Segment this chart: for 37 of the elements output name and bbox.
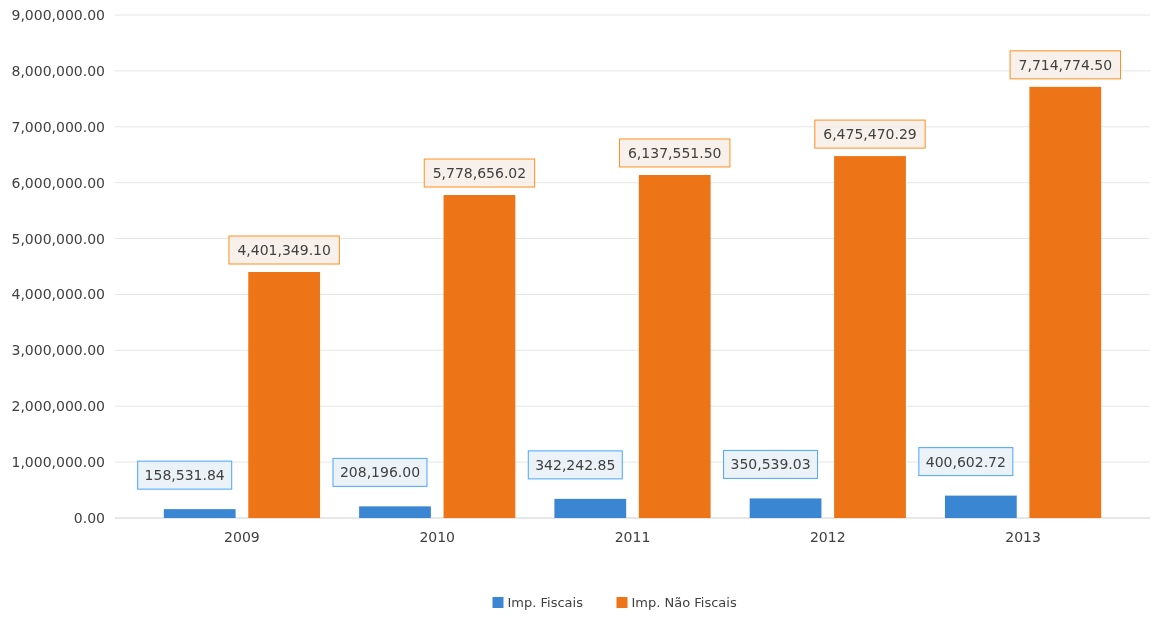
x-tick-label: 2009 [224, 529, 260, 545]
bar [443, 195, 516, 518]
x-tick-label: 2012 [809, 529, 846, 545]
y-tick-label: 7,000,000.00 [11, 118, 105, 135]
legend-label: Imp. Fiscais [507, 595, 584, 610]
data-label: 6,475,470.29 [823, 126, 917, 143]
data-label: 7,714,774.50 [1018, 56, 1113, 73]
y-tick-label: 6,000,000.00 [11, 174, 105, 191]
y-tick-label: 5,000,000.00 [11, 230, 105, 247]
y-tick-label: 8,000,000.00 [11, 62, 105, 79]
data-label: 400,602.72 [925, 453, 1006, 470]
bar [163, 509, 236, 518]
y-tick-label: 9,000,000.00 [11, 7, 105, 23]
bar [638, 174, 711, 518]
y-tick-label: 4,000,000.00 [11, 286, 105, 303]
data-label: 208,196.00 [339, 464, 421, 481]
y-tick-label: 2,000,000.00 [11, 398, 105, 415]
y-tick-label: 3,000,000.00 [11, 342, 105, 359]
bar [248, 272, 321, 518]
bar [749, 498, 822, 518]
data-label: 4,401,349.10 [237, 242, 331, 259]
x-tick-label: 2010 [419, 529, 456, 545]
x-tick-label: 2013 [1005, 529, 1041, 545]
data-label: 6,137,551.50 [627, 144, 722, 161]
bar [834, 156, 906, 518]
bar [1029, 86, 1102, 518]
y-tick-label: 1,000,000.00 [11, 454, 105, 471]
y-tick-label: 0.00 [73, 510, 105, 526]
bar [359, 506, 431, 518]
bar [554, 498, 627, 518]
data-label: 158,531.84 [144, 467, 225, 484]
legend-label: Imp. Não Fiscais [631, 595, 737, 610]
x-tick-label: 2011 [614, 529, 651, 545]
bar [944, 495, 1017, 518]
data-label: 5,778,656.02 [432, 165, 527, 182]
data-label: 350,539.03 [730, 456, 811, 473]
data-label: 342,242.85 [535, 456, 616, 473]
